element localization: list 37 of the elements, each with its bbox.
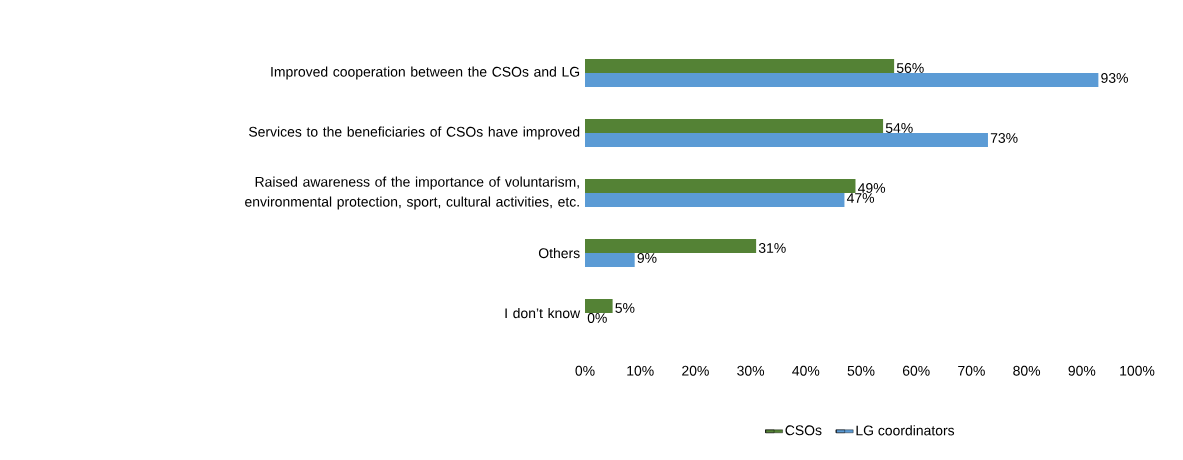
y-tick-label: Improved cooperation between the CSOs and LG	[271, 66, 580, 80]
bar	[585, 193, 845, 207]
x-tick-label: 60%	[902, 365, 930, 376]
y-tick-label: I don’t know	[505, 307, 581, 319]
y-tick-label: Services to the beneficiaries of CSOs have improved	[249, 126, 580, 140]
data-label: 5%	[615, 303, 635, 313]
x-tick-label: 100%	[1120, 365, 1155, 376]
bar	[585, 179, 856, 193]
data-label: 31%	[758, 243, 786, 253]
bar	[585, 73, 1099, 87]
x-tick-label: 80%	[1013, 365, 1041, 376]
x-tick-label: 70%	[958, 365, 985, 376]
bar	[585, 59, 895, 73]
data-label: 47%	[846, 193, 875, 203]
bar	[585, 253, 635, 267]
x-tick-label: 40%	[792, 365, 820, 376]
bar	[585, 299, 613, 313]
bar	[585, 239, 757, 253]
data-label: 54%	[885, 123, 913, 133]
data-label: 49%	[858, 183, 886, 193]
y-tick-label: Raised awareness of the importance of voluntarism, environmental protection, sport, cultural activities, etc.	[245, 176, 579, 210]
data-label: 73%	[990, 133, 1018, 143]
x-tick-label: 20%	[682, 365, 709, 376]
data-label: 56%	[896, 63, 924, 73]
data-label: 0%	[587, 313, 607, 323]
x-tick-label: 30%	[737, 365, 765, 376]
data-label: 93%	[1101, 73, 1128, 83]
x-tick-label: 90%	[1068, 365, 1096, 376]
x-tick-label: 10%	[627, 365, 654, 376]
data-label: 9%	[637, 253, 657, 263]
legend-label: CSOs	[785, 425, 822, 436]
legend-label: LG coordinators	[856, 425, 955, 436]
bar	[585, 119, 884, 133]
y-tick-label: Others	[538, 247, 580, 259]
bar	[585, 133, 988, 147]
x-tick-label: 0%	[575, 365, 595, 376]
x-tick-label: 50%	[847, 365, 875, 376]
